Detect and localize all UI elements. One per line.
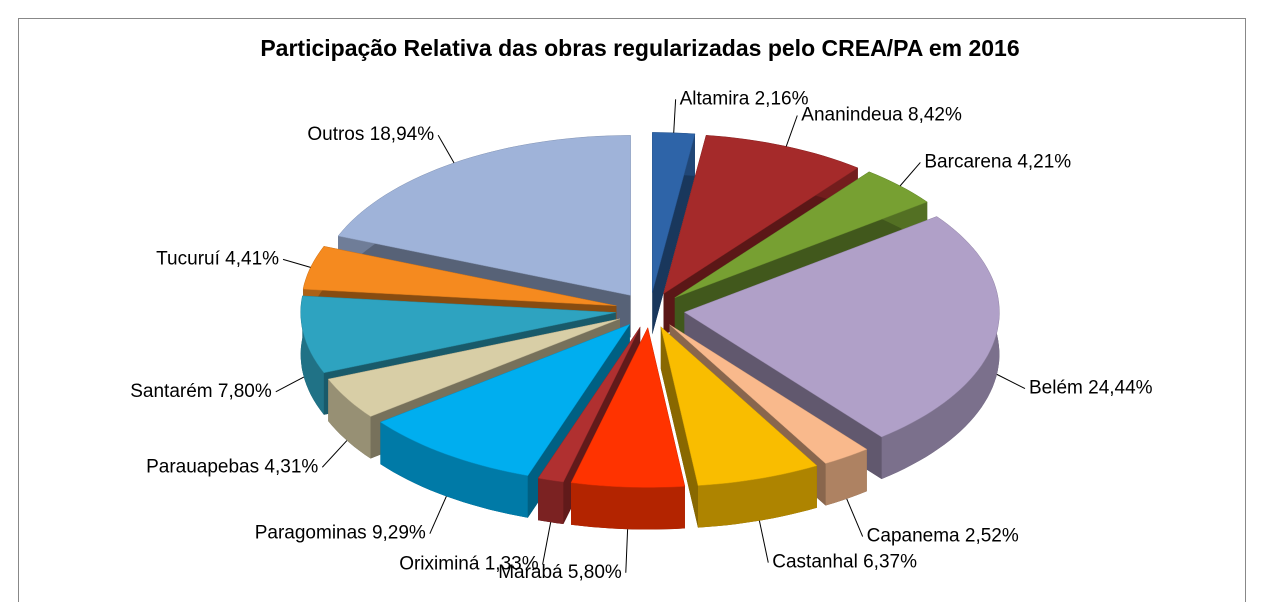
label-value: 8,42% <box>908 105 962 126</box>
pie-slice <box>669 324 868 464</box>
leader-line <box>899 162 921 187</box>
label-category: Parauapebas <box>146 456 259 477</box>
data-label: Tucuruí 4,41% <box>156 248 279 269</box>
slice-wall <box>538 478 564 524</box>
label-category: Castanhal <box>772 552 858 573</box>
label-value: 4,31% <box>264 456 318 477</box>
data-label: Castanhal 6,37% <box>772 552 917 573</box>
chart-border <box>18 18 1246 602</box>
data-label: Oriximiná 1,33% <box>399 554 538 575</box>
leader-line <box>542 522 552 565</box>
label-value: 4,41% <box>225 248 279 269</box>
leader-line <box>758 520 769 563</box>
pie-slice <box>570 326 686 488</box>
slice-tops <box>300 132 1000 488</box>
pie-slice <box>302 246 617 307</box>
label-value: 1,33% <box>485 554 539 575</box>
pie-slice <box>660 325 818 486</box>
leader-line <box>429 496 447 534</box>
data-label: Altamira 2,16% <box>680 88 809 109</box>
data-label: Santarém 7,80% <box>130 381 272 402</box>
pie-slice <box>674 171 928 298</box>
leader-line <box>625 529 629 573</box>
label-category: Tucuruí <box>156 248 220 269</box>
label-category: Capanema <box>867 526 960 547</box>
data-label: Parauapebas 4,31% <box>146 456 318 477</box>
pie-slice <box>327 318 621 417</box>
label-value: 2,52% <box>965 526 1019 547</box>
slice-cut-face <box>660 326 698 528</box>
leader-line <box>785 115 798 147</box>
label-value: 2,16% <box>755 88 809 109</box>
label-value: 6,37% <box>863 552 917 573</box>
pie-slice <box>379 323 631 476</box>
label-category: Barcarena <box>924 151 1012 172</box>
label-category: Marabá <box>498 562 563 583</box>
leader-line <box>275 376 305 393</box>
slice-wall <box>825 449 867 506</box>
slice-wall <box>571 482 685 530</box>
leader-line <box>282 258 311 268</box>
pie-slice <box>683 216 1000 438</box>
data-label: Outros 18,94% <box>307 124 434 145</box>
leader-line <box>437 134 455 164</box>
slice-cut-face <box>652 133 695 335</box>
leader-line <box>996 373 1026 390</box>
data-label: Paragominas 9,29% <box>255 523 426 544</box>
label-category: Belém <box>1029 378 1083 399</box>
label-category: Outros <box>307 124 364 145</box>
label-value: 9,29% <box>372 523 426 544</box>
label-value: 18,94% <box>370 124 435 145</box>
leader-line <box>846 498 864 537</box>
label-value: 24,44% <box>1088 378 1153 399</box>
data-label: Barcarena 4,21% <box>924 151 1071 172</box>
data-labels: Altamira 2,16%Ananindeua 8,42% Barcarena … <box>130 88 1152 582</box>
pie-slice <box>652 132 696 293</box>
label-category: Altamira <box>680 88 750 109</box>
data-label: Ananindeua 8,42% <box>801 105 962 126</box>
slice-wall <box>698 465 817 528</box>
label-value: 7,80% <box>218 381 272 402</box>
label-category: Oriximiná <box>399 554 480 575</box>
label-category: Paragominas <box>255 523 367 544</box>
leader-line <box>321 440 348 468</box>
slice-wall <box>300 295 324 415</box>
label-category: Ananindeua <box>801 105 903 126</box>
data-label: Belém 24,44% <box>1029 378 1153 399</box>
pie-slice <box>537 326 641 483</box>
slice-wall <box>380 422 528 518</box>
pie-slice <box>300 295 616 374</box>
label-category: Santarém <box>130 381 212 402</box>
data-label: Marabá 5,80% <box>498 562 622 583</box>
leader-line <box>673 99 677 133</box>
label-value: 4,21% <box>1017 151 1071 172</box>
chart-title: Participação Relativa das obras regulari… <box>260 35 1019 61</box>
label-value: 5,80% <box>568 562 622 583</box>
data-label: Capanema 2,52% <box>867 526 1019 547</box>
slice-wall <box>328 379 371 459</box>
